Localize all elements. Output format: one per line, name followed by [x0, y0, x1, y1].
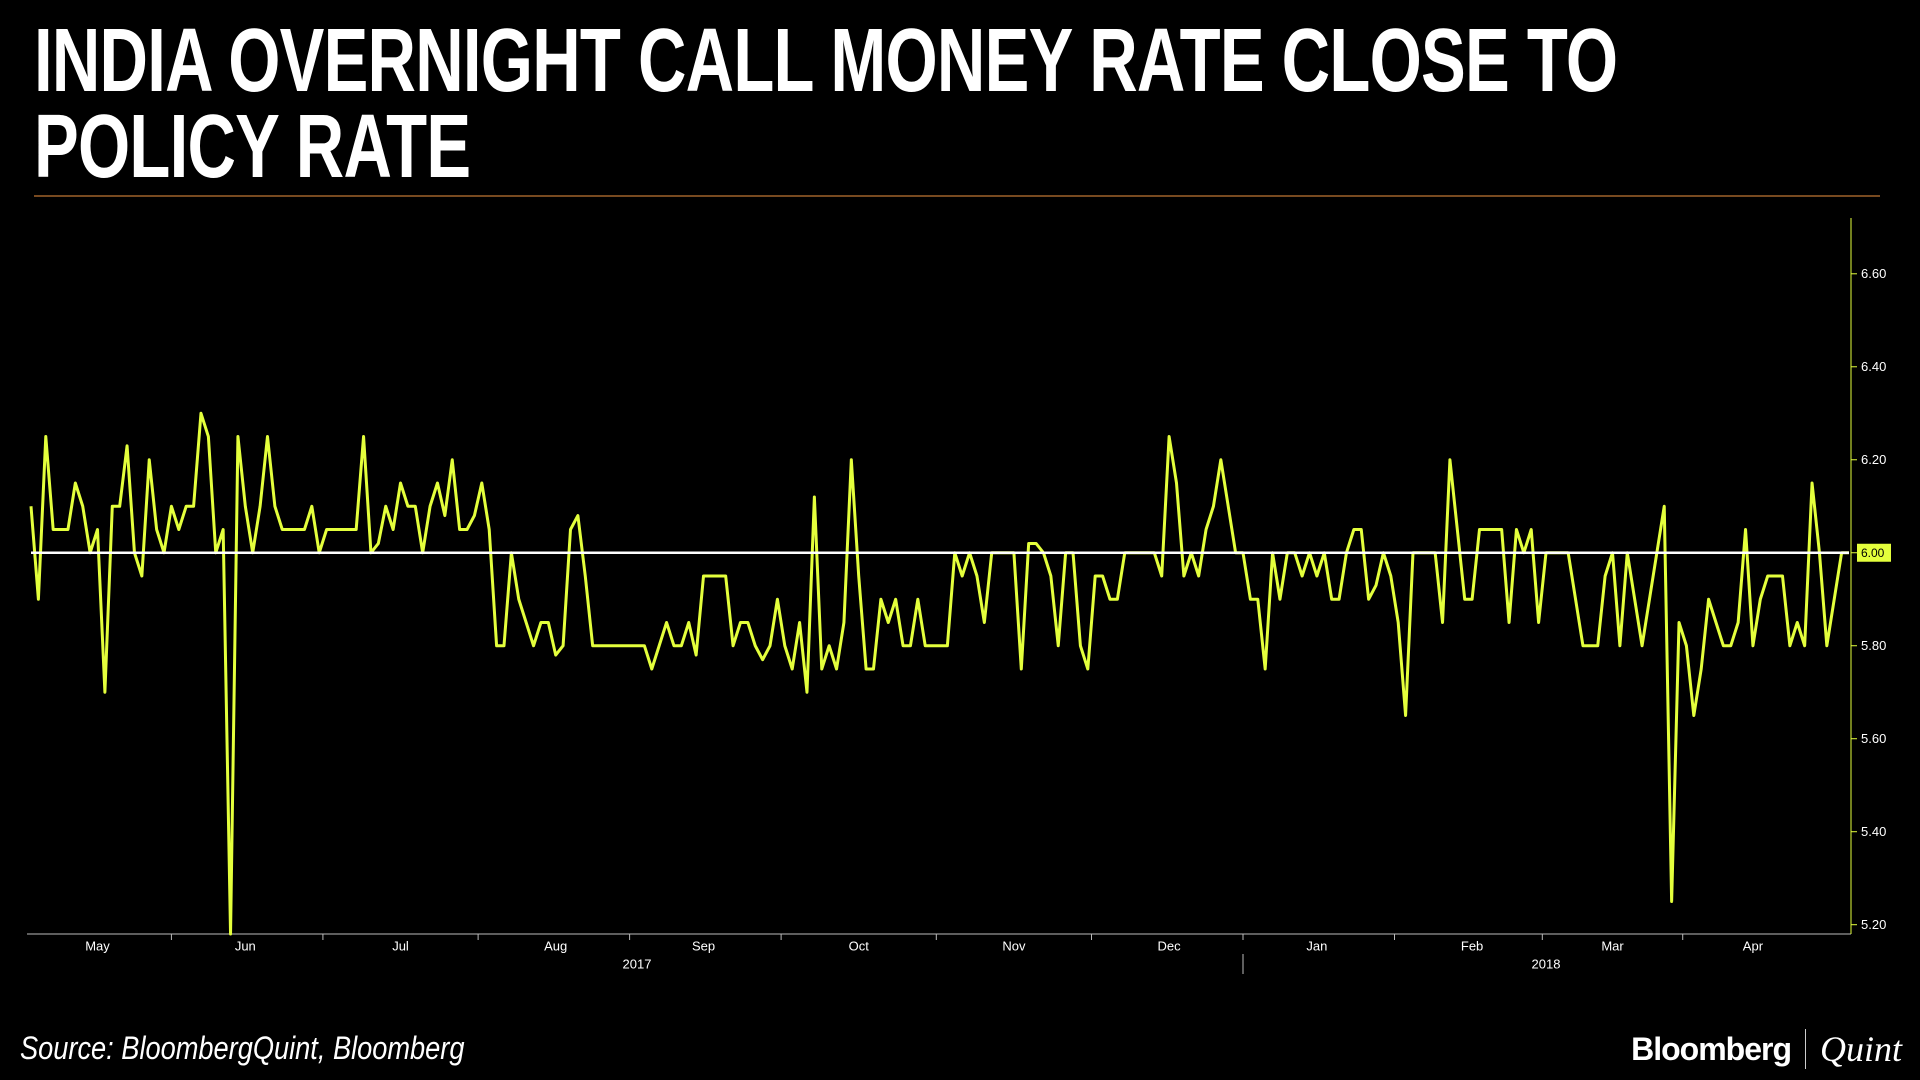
y-tick-label: 5.80 [1861, 638, 1886, 653]
y-tick-label: 5.60 [1861, 731, 1886, 746]
x-tick-label: Jun [235, 938, 256, 953]
y-tick-label: 6.20 [1861, 452, 1886, 467]
x-tick-label: May [85, 938, 110, 953]
x-tick-label: Jan [1306, 938, 1327, 953]
x-tick-label: Oct [849, 938, 870, 953]
year-label: 2018 [1532, 956, 1561, 971]
y-tick-label: 5.20 [1861, 917, 1886, 932]
source: Source: BloombergQuint, Bloomberg [20, 1030, 465, 1066]
x-tick-label: Jul [392, 938, 409, 953]
brand-name: Bloomberg [1631, 1030, 1792, 1067]
x-tick-label: Mar [1601, 938, 1624, 953]
brand-logo: Bloomberg Quint [1631, 1028, 1902, 1070]
x-tick-label: Dec [1158, 938, 1182, 953]
x-tick-label: Apr [1743, 938, 1764, 953]
y-tick-label: 6.00 [1861, 546, 1885, 560]
y-tick-label: 6.60 [1861, 266, 1886, 281]
x-tick-label: Sep [692, 938, 715, 953]
brand-separator [1804, 1029, 1806, 1069]
year-label: 2017 [623, 956, 652, 971]
chart-title: INDIA OVERNIGHT CALL MONEY RATE CLOSE TO… [34, 11, 1618, 197]
highlight-box [1857, 543, 1891, 562]
data-line [29, 411, 1849, 936]
y-tick-label: 5.40 [1861, 824, 1886, 839]
brand-name: Quint [1819, 1029, 1902, 1069]
y-tick-label: 6.40 [1861, 359, 1886, 374]
x-tick-label: Feb [1461, 938, 1483, 953]
x-tick-label: Aug [544, 938, 567, 953]
x-tick-label: Nov [1002, 938, 1026, 953]
